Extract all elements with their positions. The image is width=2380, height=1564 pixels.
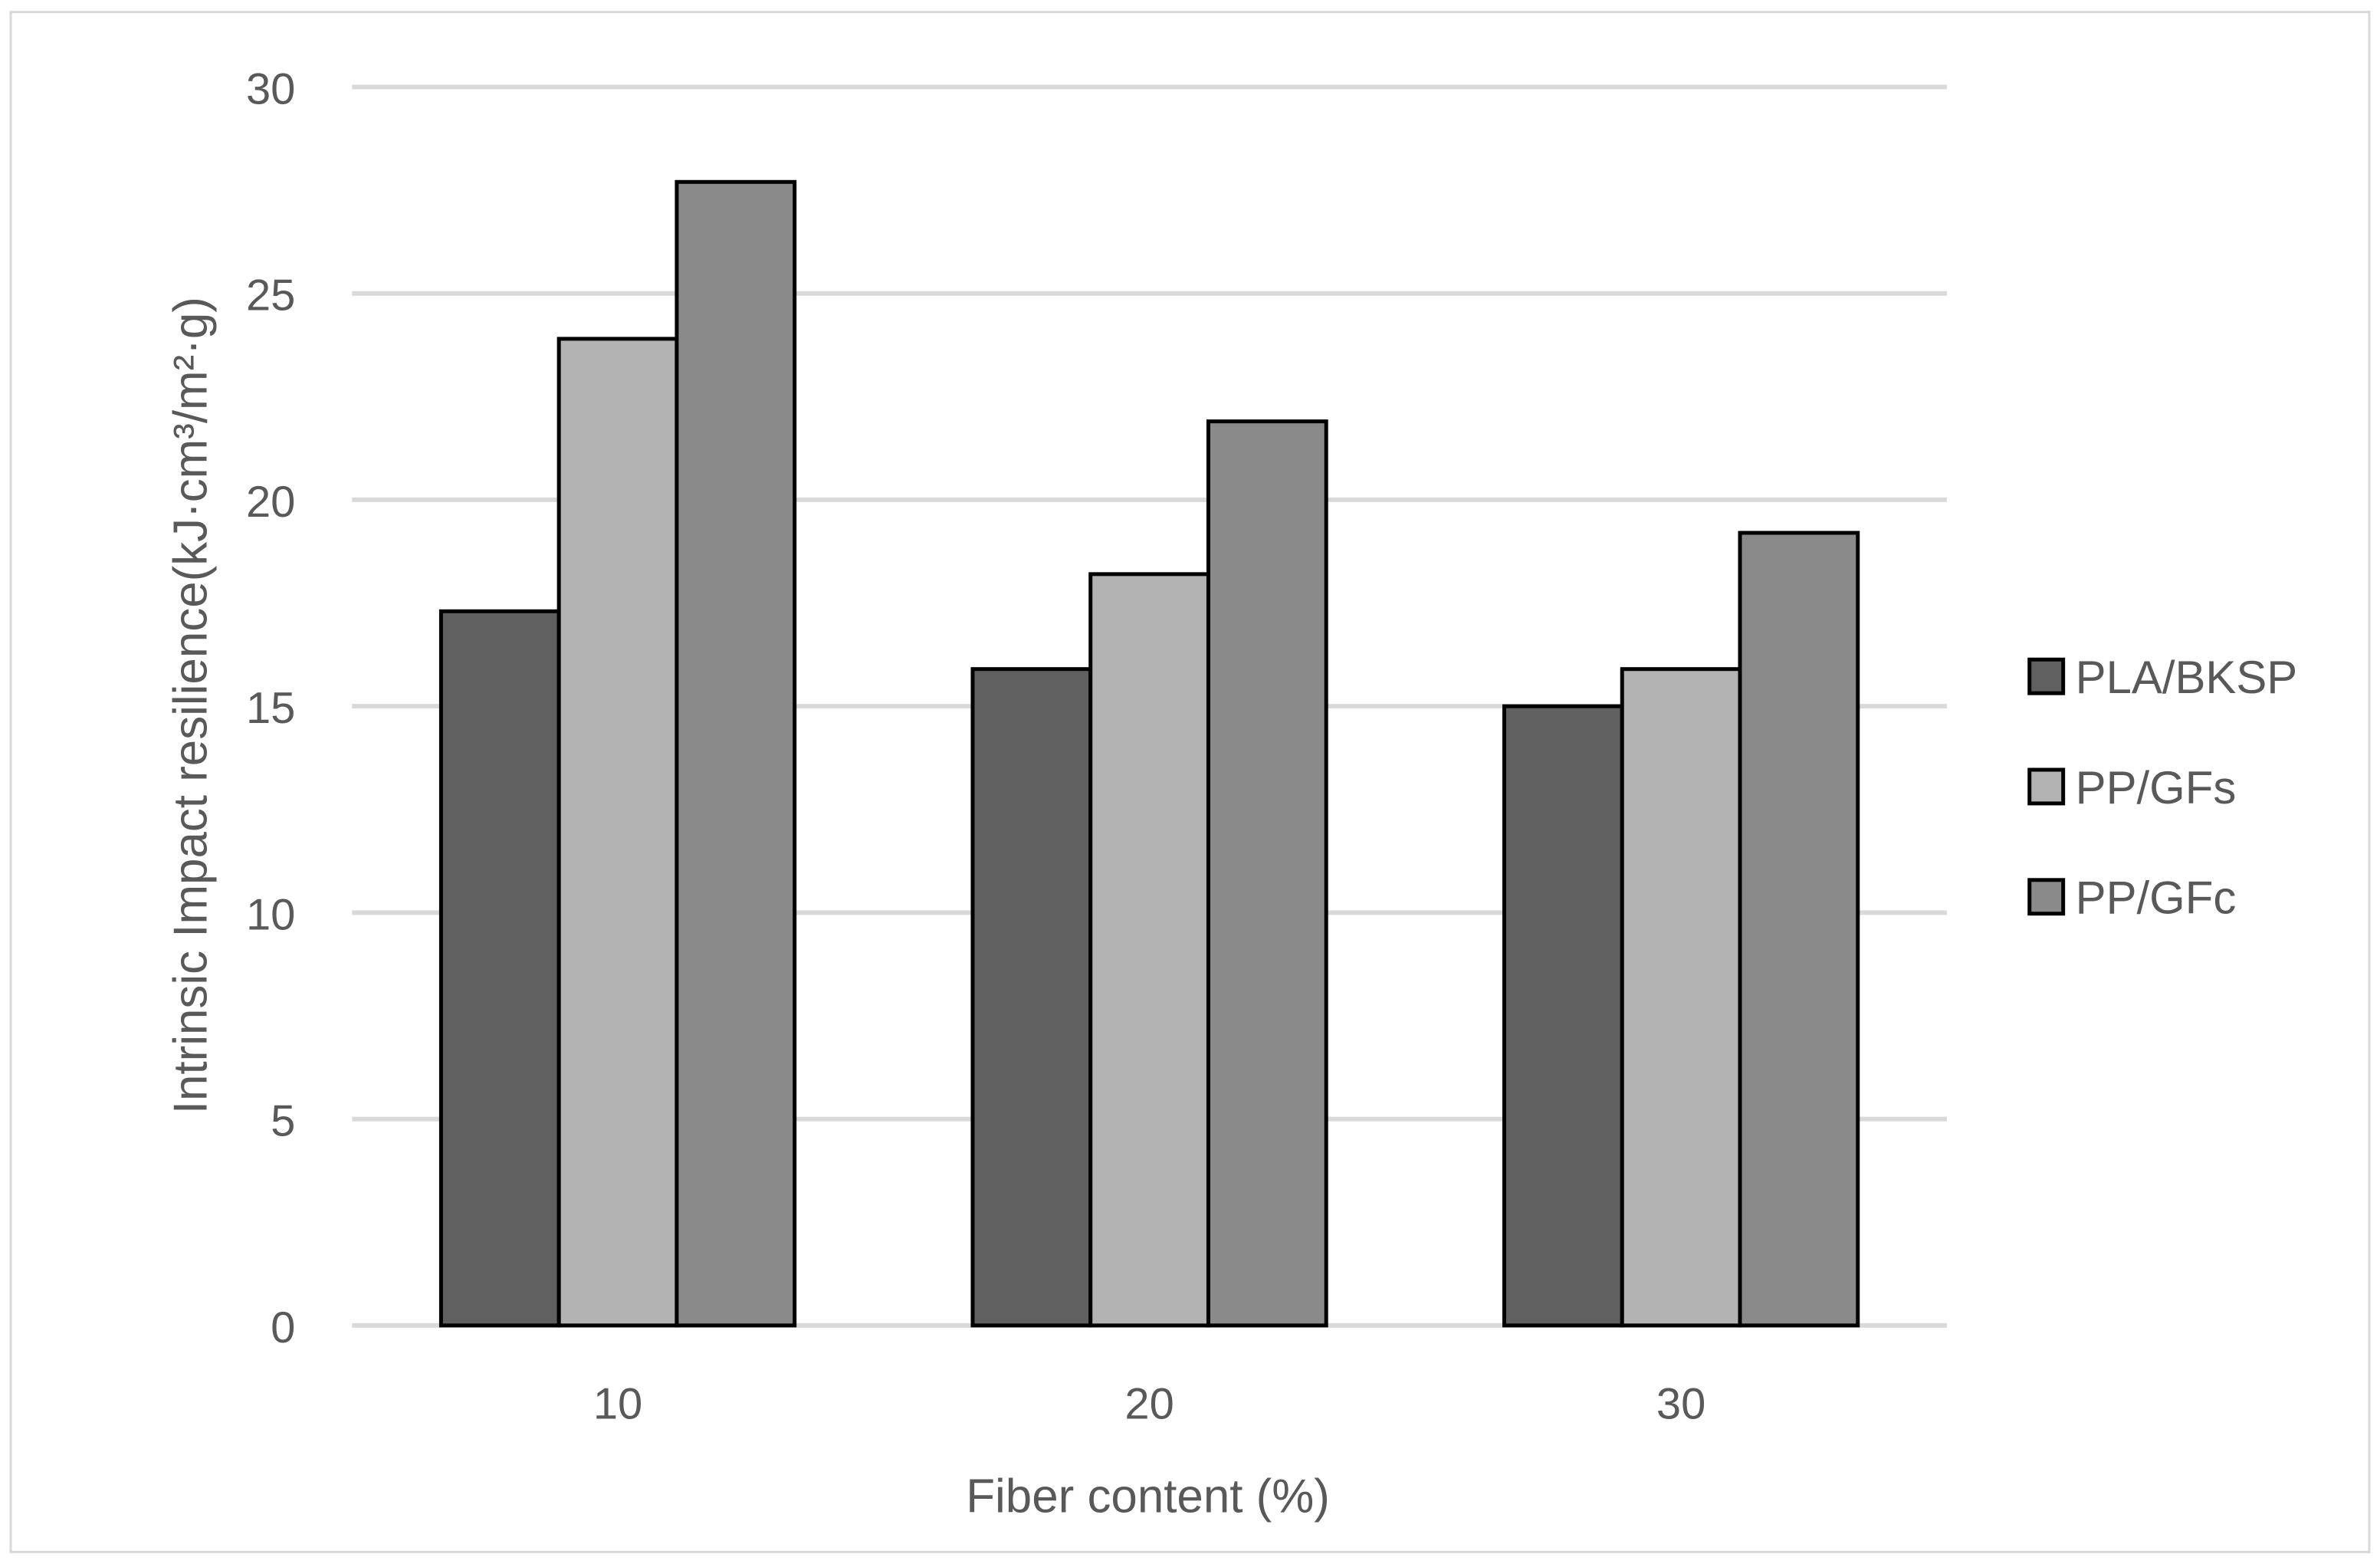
- bar-pla-bksp-10: [438, 609, 561, 1328]
- legend-swatch: [2027, 878, 2066, 916]
- x-tick-label: 10: [593, 1380, 642, 1429]
- bar-pp-gfc-30: [1738, 531, 1860, 1328]
- legend-swatch: [2027, 657, 2066, 695]
- y-tick-label: 20: [246, 478, 295, 527]
- legend-swatch: [2027, 767, 2066, 806]
- x-tick-label: 20: [1124, 1380, 1174, 1429]
- bar-pp-gfc-10: [675, 179, 797, 1328]
- bar-pp-gfs-20: [1088, 572, 1210, 1328]
- bar-pp-gfs-30: [1620, 667, 1742, 1328]
- legend-label: PP/GFc: [2076, 872, 2237, 924]
- x-tick-label: 30: [1656, 1380, 1705, 1429]
- y-tick-label: 5: [271, 1097, 295, 1146]
- bar-pp-gfs-10: [556, 337, 679, 1328]
- bar-pp-gfc-20: [1206, 419, 1328, 1328]
- y-axis-label: Intrinsic Impact resilience(kJ·cm³/m²·g): [165, 297, 218, 1114]
- legend-label: PP/GFs: [2076, 762, 2237, 813]
- y-tick-label: 0: [271, 1303, 295, 1352]
- x-axis-label: Fiber content (%): [966, 1470, 1330, 1523]
- y-tick-label: 15: [246, 684, 295, 733]
- bar-pla-bksp-30: [1502, 704, 1624, 1328]
- y-tick-label: 10: [246, 890, 295, 939]
- y-tick-label: 30: [246, 64, 295, 113]
- legend-label: PLA/BKSP: [2076, 652, 2298, 703]
- bar-pla-bksp-20: [970, 667, 1093, 1328]
- y-tick-label: 25: [246, 271, 295, 320]
